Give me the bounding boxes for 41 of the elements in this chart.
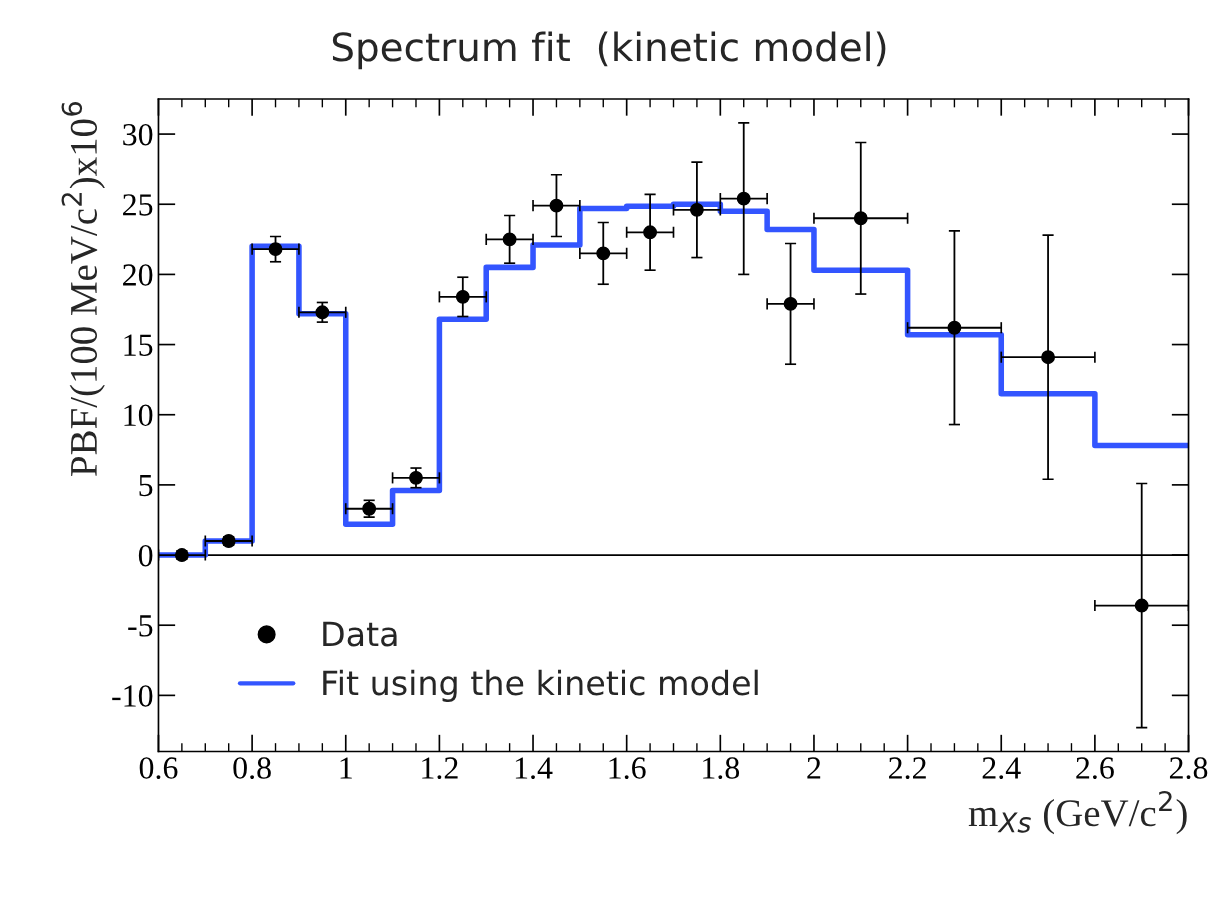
y-axis-title: PBF/(100 MeV/c$^{2}$)x10$^{6}$: [61, 101, 105, 476]
y-tick-label: -5: [128, 615, 153, 637]
x-tick-label: 2.4: [982, 757, 1021, 779]
point: [315, 305, 330, 320]
point: [689, 202, 704, 217]
y-tick-label: 25: [123, 194, 153, 216]
x-tick-label: 1: [340, 757, 352, 779]
point: [596, 246, 611, 261]
x-tick-label: 1.6: [609, 757, 646, 779]
x-tick-label: 1.2: [422, 757, 458, 779]
x-tick-label: 2.8: [1169, 757, 1208, 779]
x-tick-label: 0.8: [233, 757, 271, 779]
point: [1134, 598, 1149, 613]
legend-label: Data: [323, 621, 397, 647]
point: [409, 470, 423, 485]
x-tick-label: 2: [807, 757, 821, 779]
point: [549, 198, 564, 213]
x-tick-label: 1.8: [703, 757, 740, 779]
y-tick-label: -10: [112, 685, 153, 707]
point: [455, 289, 470, 304]
x-tick-label: 0.6: [139, 757, 178, 779]
point: [268, 242, 283, 257]
point: [502, 232, 517, 247]
x-tick-label: 2.2: [889, 757, 926, 779]
point: [736, 191, 751, 206]
point: [783, 296, 798, 311]
y-tick-label: 20: [123, 264, 153, 286]
chart-title: Spectrum fit (kinetic model): [332, 31, 886, 70]
y-tick-label: 10: [124, 404, 153, 427]
point: [853, 211, 868, 226]
y-tick-label: 5: [139, 475, 153, 497]
x-tick-label: 1.4: [515, 757, 553, 779]
point: [947, 320, 962, 335]
point: [1041, 350, 1056, 365]
point: [643, 225, 658, 240]
x-axis-title: m$_{Xs}$ (GeV/c$^{2}$): [968, 790, 1187, 835]
x-tick-label: 2.6: [1076, 757, 1114, 779]
legend-label: Fit using the kinetic model: [323, 669, 758, 702]
y-tick-label: 0: [138, 544, 153, 567]
y-tick-label: 15: [124, 334, 153, 356]
y-tick-label: 30: [123, 123, 153, 146]
